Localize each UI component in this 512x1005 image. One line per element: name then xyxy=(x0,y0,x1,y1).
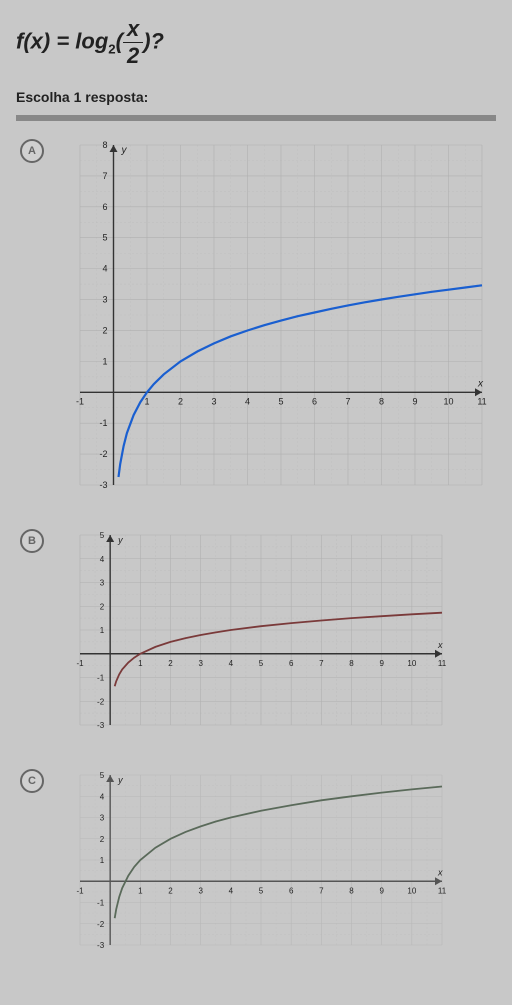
radio-b[interactable]: B xyxy=(20,529,44,553)
svg-text:x: x xyxy=(477,378,484,389)
svg-text:9: 9 xyxy=(379,886,384,895)
svg-text:5: 5 xyxy=(100,531,105,540)
svg-text:-2: -2 xyxy=(97,920,105,929)
svg-text:y: y xyxy=(121,145,128,156)
svg-text:1: 1 xyxy=(138,659,143,668)
svg-text:8: 8 xyxy=(102,140,107,150)
svg-text:-1: -1 xyxy=(97,674,105,683)
svg-text:10: 10 xyxy=(407,659,416,668)
svg-text:1: 1 xyxy=(102,356,107,366)
svg-text:3: 3 xyxy=(198,886,203,895)
svg-text:6: 6 xyxy=(289,659,294,668)
svg-text:3: 3 xyxy=(100,814,105,823)
prompt-text: Escolha 1 resposta: xyxy=(16,89,496,105)
svg-text:4: 4 xyxy=(229,886,234,895)
svg-text:4: 4 xyxy=(102,264,107,274)
svg-text:8: 8 xyxy=(349,886,354,895)
radio-a[interactable]: A xyxy=(20,139,44,163)
svg-text:x: x xyxy=(437,640,443,650)
svg-text:5: 5 xyxy=(100,771,105,780)
svg-text:1: 1 xyxy=(100,626,105,635)
svg-text:2: 2 xyxy=(102,325,107,335)
svg-text:2: 2 xyxy=(178,396,183,406)
svg-text:11: 11 xyxy=(438,659,447,668)
svg-text:-2: -2 xyxy=(97,697,105,706)
svg-text:-3: -3 xyxy=(99,480,107,490)
svg-text:4: 4 xyxy=(245,396,250,406)
svg-text:6: 6 xyxy=(312,396,317,406)
svg-text:y: y xyxy=(117,535,123,545)
svg-text:10: 10 xyxy=(443,396,453,406)
radio-c[interactable]: C xyxy=(20,769,44,793)
svg-text:4: 4 xyxy=(100,792,105,801)
svg-text:3: 3 xyxy=(102,295,107,305)
svg-text:8: 8 xyxy=(349,659,354,668)
svg-text:-1: -1 xyxy=(76,396,84,406)
svg-text:1: 1 xyxy=(138,886,143,895)
answer-option-c[interactable]: C -1 1 2 3 4 5 6 7 8 9 10 11 -3 -2 -1 1 2 3 4 5 y x xyxy=(20,765,492,965)
answers-container: A-11234567891011-3-2-112345678yxB-112345… xyxy=(16,131,496,989)
svg-text:3: 3 xyxy=(211,396,216,406)
chart-a: -1 1 2 3 4 5 6 7 8 9 10 11 -3 -2 -1 1 2 3 4 5 6 7 8 y x xyxy=(52,135,492,505)
svg-text:6: 6 xyxy=(102,202,107,212)
svg-text:x: x xyxy=(437,867,443,877)
question-formula: f(x) = log2(x2)? xyxy=(16,16,496,69)
svg-text:7: 7 xyxy=(319,886,324,895)
chart-c: -1 1 2 3 4 5 6 7 8 9 10 11 -3 -2 -1 1 2 3 4 5 y x xyxy=(52,765,492,965)
svg-text:-3: -3 xyxy=(97,721,105,730)
svg-text:7: 7 xyxy=(345,396,350,406)
svg-text:2: 2 xyxy=(168,886,173,895)
svg-text:1: 1 xyxy=(100,856,105,865)
svg-text:5: 5 xyxy=(259,886,264,895)
svg-text:4: 4 xyxy=(100,555,105,564)
svg-text:10: 10 xyxy=(407,886,416,895)
svg-text:2: 2 xyxy=(100,602,105,611)
svg-text:9: 9 xyxy=(379,659,384,668)
svg-text:1: 1 xyxy=(144,396,149,406)
svg-text:7: 7 xyxy=(319,659,324,668)
svg-text:3: 3 xyxy=(198,659,203,668)
svg-text:5: 5 xyxy=(259,659,264,668)
svg-text:-1: -1 xyxy=(99,418,107,428)
answer-option-b[interactable]: B -1 1 2 3 4 5 6 7 8 9 10 11 -3 -2 -1 1 2 3 4 5 y x xyxy=(20,525,492,745)
svg-text:3: 3 xyxy=(100,579,105,588)
svg-text:-1: -1 xyxy=(76,659,84,668)
svg-text:-1: -1 xyxy=(76,886,84,895)
svg-text:11: 11 xyxy=(438,886,447,895)
svg-text:-1: -1 xyxy=(97,899,105,908)
chart-b: -1 1 2 3 4 5 6 7 8 9 10 11 -3 -2 -1 1 2 3 4 5 y x xyxy=(52,525,492,745)
svg-text:4: 4 xyxy=(229,659,234,668)
svg-text:8: 8 xyxy=(379,396,384,406)
svg-text:-3: -3 xyxy=(97,941,105,950)
divider xyxy=(16,115,496,121)
svg-text:6: 6 xyxy=(289,886,294,895)
svg-text:9: 9 xyxy=(412,396,417,406)
svg-text:2: 2 xyxy=(100,835,105,844)
svg-text:7: 7 xyxy=(102,171,107,181)
svg-text:5: 5 xyxy=(102,233,107,243)
svg-text:5: 5 xyxy=(278,396,283,406)
answer-option-a[interactable]: A -1 1 2 3 4 5 6 7 8 9 10 11 -3 -2 -1 1 2 3 4 5 6 7 8 y x xyxy=(20,135,492,505)
svg-text:11: 11 xyxy=(477,396,486,406)
svg-text:y: y xyxy=(117,775,123,785)
svg-text:-2: -2 xyxy=(99,449,107,459)
svg-text:2: 2 xyxy=(168,659,173,668)
